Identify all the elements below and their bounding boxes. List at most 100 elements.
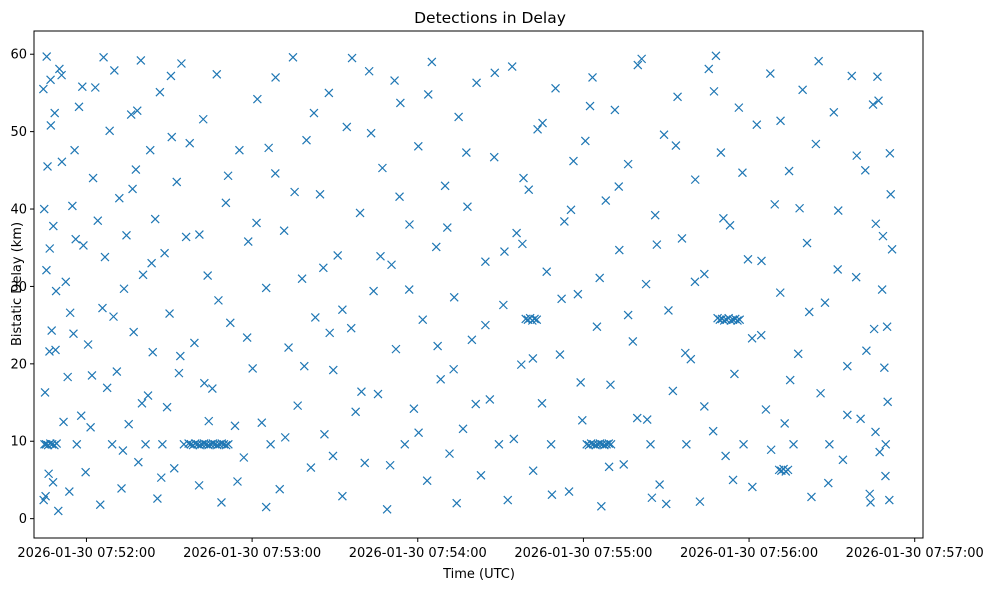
data-point xyxy=(814,56,824,66)
data-point xyxy=(472,78,481,88)
data-point xyxy=(842,361,852,371)
data-point xyxy=(48,221,58,231)
data-point xyxy=(498,300,508,310)
data-point xyxy=(422,476,432,486)
data-point xyxy=(351,407,361,417)
data-point xyxy=(143,391,153,401)
data-point xyxy=(873,72,882,82)
data-point xyxy=(318,263,328,273)
data-point xyxy=(271,73,281,82)
data-point xyxy=(141,439,150,449)
data-point xyxy=(242,333,252,342)
data-point xyxy=(194,480,204,490)
data-point xyxy=(203,271,213,281)
data-point xyxy=(162,402,172,412)
data-point xyxy=(747,482,757,492)
data-point xyxy=(690,277,700,287)
data-point xyxy=(109,66,119,75)
data-point xyxy=(221,440,231,450)
y-axis-ticks: 0 10 20 30 40 50 60 xyxy=(10,48,34,527)
data-point xyxy=(87,371,97,380)
data-point xyxy=(564,487,574,496)
data-point xyxy=(290,187,300,197)
data-point xyxy=(601,196,611,205)
y-tick-label: 20 xyxy=(10,357,27,372)
data-point xyxy=(847,71,857,81)
data-point xyxy=(690,175,700,185)
data-point xyxy=(871,219,881,229)
data-point xyxy=(789,439,798,449)
data-point xyxy=(811,139,821,149)
data-point xyxy=(243,237,253,246)
data-point xyxy=(509,434,519,444)
data-point xyxy=(325,328,335,338)
data-point xyxy=(41,265,51,275)
x-tick-label: 2026-01-30 07:55:00 xyxy=(514,546,652,561)
data-point xyxy=(252,94,262,104)
data-point xyxy=(885,148,895,158)
data-point xyxy=(776,116,785,126)
data-point xyxy=(395,98,405,108)
data-point xyxy=(214,295,223,305)
data-point xyxy=(494,439,504,449)
data-point xyxy=(580,136,590,146)
x-tick-label: 2026-01-30 07:53:00 xyxy=(183,546,321,561)
data-point xyxy=(65,308,75,318)
data-point xyxy=(528,466,538,476)
data-point xyxy=(78,240,88,250)
data-point xyxy=(155,87,165,97)
data-point xyxy=(175,351,185,361)
data-point xyxy=(709,86,719,96)
data-point xyxy=(596,501,606,511)
data-point xyxy=(804,307,814,317)
plot-area xyxy=(33,30,924,539)
data-point xyxy=(852,151,862,161)
data-point xyxy=(480,257,490,267)
data-point xyxy=(699,269,709,279)
data-point xyxy=(532,315,542,325)
data-point xyxy=(743,254,753,264)
data-point xyxy=(198,114,208,124)
data-point xyxy=(119,284,129,294)
data-point xyxy=(39,204,49,214)
data-point xyxy=(883,397,893,407)
data-point xyxy=(721,451,731,461)
data-point xyxy=(131,165,141,174)
data-point xyxy=(637,54,647,64)
data-point xyxy=(842,410,852,420)
data-point xyxy=(109,312,118,322)
data-point xyxy=(360,458,370,468)
data-point xyxy=(310,312,320,322)
y-tick-label: 60 xyxy=(10,48,27,63)
data-point xyxy=(886,189,896,199)
data-point xyxy=(606,380,615,390)
data-point xyxy=(157,439,167,449)
data-point xyxy=(739,439,748,449)
y-tick-label: 40 xyxy=(10,203,27,218)
plot-frame xyxy=(33,30,924,539)
data-point xyxy=(699,401,709,411)
data-point xyxy=(512,228,522,238)
data-point xyxy=(257,418,267,428)
data-point xyxy=(538,118,547,128)
data-point xyxy=(280,432,290,442)
data-point xyxy=(719,316,729,325)
data-point xyxy=(369,286,379,296)
data-point xyxy=(137,398,147,408)
data-point xyxy=(71,234,81,244)
data-point xyxy=(83,340,93,349)
data-point xyxy=(261,283,271,293)
data-point xyxy=(41,491,51,501)
data-point xyxy=(547,490,557,500)
data-point xyxy=(659,130,669,140)
data-point xyxy=(174,368,184,378)
data-point xyxy=(391,344,401,354)
data-point xyxy=(302,135,311,145)
data-point xyxy=(88,173,98,183)
data-point xyxy=(785,375,795,385)
data-point xyxy=(592,322,602,332)
data-point xyxy=(673,92,682,102)
data-point xyxy=(838,455,848,465)
data-point xyxy=(489,152,499,162)
data-point xyxy=(266,439,276,449)
